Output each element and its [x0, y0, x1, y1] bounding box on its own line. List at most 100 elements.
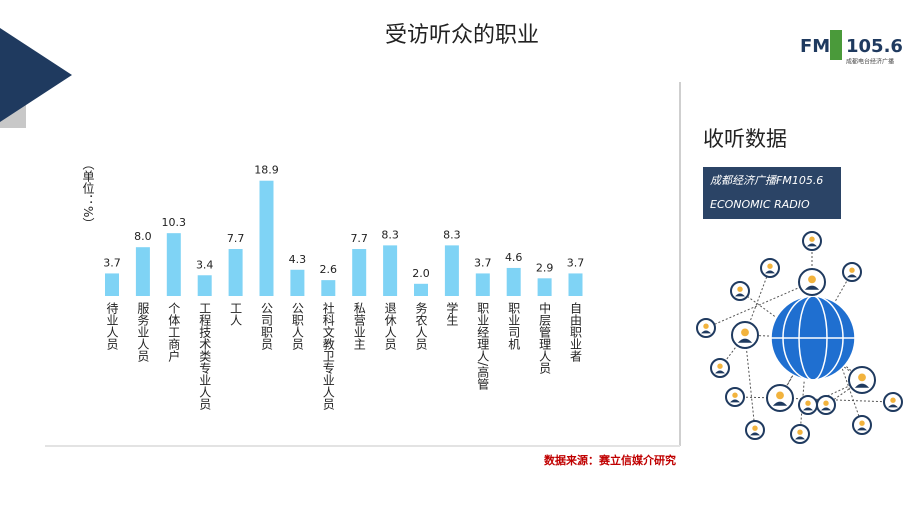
icon-body — [735, 293, 745, 297]
icon-head — [703, 323, 709, 329]
value-label: 7.7 — [350, 232, 368, 245]
icon-body — [804, 285, 820, 290]
icon-body — [803, 407, 813, 411]
x-tick-label: 退休人员 — [383, 302, 397, 351]
station-name: 成都经济广播FM105.6 — [710, 174, 823, 187]
x-tick-label: 职业经理人/高管 — [476, 302, 490, 391]
bar — [414, 283, 428, 296]
value-label: 4.3 — [289, 253, 307, 266]
link — [719, 334, 746, 369]
x-tick-label: 职业司机 — [507, 302, 521, 350]
value-label: 4.6 — [505, 251, 523, 264]
bar — [135, 247, 150, 296]
link — [744, 334, 756, 431]
icon-body — [737, 338, 753, 343]
logo-fm: FM — [800, 36, 830, 57]
x-tick-label: 私营业主 — [352, 302, 366, 350]
x-tick-label: 学生 — [445, 301, 459, 326]
icon-body — [847, 274, 857, 278]
bar — [383, 245, 398, 296]
source: 数据来源：赛立信媒介研究 — [544, 453, 676, 467]
icon-body — [795, 436, 805, 440]
logo-mark — [830, 30, 842, 60]
icon-head — [741, 328, 749, 337]
icon-head — [797, 429, 803, 435]
value-label: 10.3 — [162, 216, 187, 229]
icon-head — [858, 373, 866, 382]
value-label: 7.7 — [227, 232, 245, 245]
icon-body — [857, 427, 867, 431]
bar — [444, 245, 459, 296]
icon-body — [715, 370, 725, 374]
x-tick-label: 公职人员 — [290, 302, 304, 351]
icon-head — [823, 400, 829, 406]
x-tick-label: 待业人员 — [105, 302, 119, 351]
icon-body — [765, 270, 775, 274]
icon-head — [890, 397, 896, 403]
bar — [166, 233, 181, 296]
value-label: 3.4 — [196, 258, 214, 271]
station-box — [703, 167, 841, 219]
icon-head — [737, 286, 743, 292]
x-tick-label: 务农人员 — [414, 301, 428, 351]
x-tick-label: 社科文教卫专业人员 — [321, 301, 335, 411]
icon-head — [767, 263, 773, 269]
icon-body — [807, 243, 817, 247]
logo-freq: 105.6 — [846, 36, 903, 57]
value-label: 18.9 — [254, 164, 279, 177]
station-en: ECONOMIC RADIO — [710, 198, 810, 211]
bar — [228, 249, 243, 296]
logo-sub: 成都电台经济广播 — [846, 58, 894, 66]
bar — [290, 269, 305, 296]
value-label: 8.3 — [443, 228, 461, 241]
value-label: 2.0 — [412, 267, 430, 280]
icon-head — [849, 267, 855, 273]
x-tick-label: 公司职员 — [260, 302, 274, 351]
value-label: 3.7 — [474, 256, 492, 269]
icon-head — [859, 420, 865, 426]
x-tick-label: 服务业人员 — [136, 302, 150, 363]
icon-body — [854, 383, 870, 388]
bar — [352, 249, 367, 296]
icon-head — [808, 275, 816, 284]
bar — [321, 280, 336, 296]
network-graphic — [696, 231, 903, 444]
value-label: 3.7 — [103, 256, 121, 269]
icon-head — [776, 391, 784, 400]
icon-head — [809, 236, 815, 242]
value-label: 2.6 — [320, 263, 338, 276]
icon-body — [888, 404, 898, 408]
value-label: 8.3 — [381, 228, 399, 241]
value-label: 3.7 — [567, 256, 585, 269]
icon-head — [805, 400, 811, 406]
y-axis-label: （单位：%） — [81, 158, 95, 229]
x-tick-label: 自由职业者 — [569, 302, 583, 363]
value-label: 8.0 — [134, 230, 152, 243]
icon-body — [772, 401, 788, 406]
icon-body — [821, 407, 831, 411]
link — [705, 281, 813, 329]
icon-body — [730, 399, 740, 403]
x-tick-label: 中层管理人员 — [538, 301, 552, 375]
bar — [197, 275, 212, 296]
link — [779, 397, 894, 403]
bar — [259, 180, 274, 296]
bar — [475, 273, 490, 296]
icon-head — [717, 363, 723, 369]
corner-triangle — [0, 28, 72, 122]
icon-body — [750, 432, 760, 436]
x-tick-label: 工人 — [229, 302, 243, 326]
bar — [568, 273, 583, 296]
x-tick-label: 个体工商户 — [167, 302, 181, 363]
icon-head — [732, 392, 738, 398]
sidebar-heading: 收听数据 — [703, 127, 787, 151]
bar — [537, 278, 552, 296]
x-tick-label: 工程技术类专业人员 — [198, 302, 212, 411]
value-label: 2.9 — [536, 261, 554, 274]
icon-head — [752, 425, 758, 431]
bar — [506, 267, 521, 296]
bar — [105, 273, 119, 296]
chart-title: 受访听众的职业 — [385, 23, 539, 48]
icon-body — [701, 330, 711, 334]
